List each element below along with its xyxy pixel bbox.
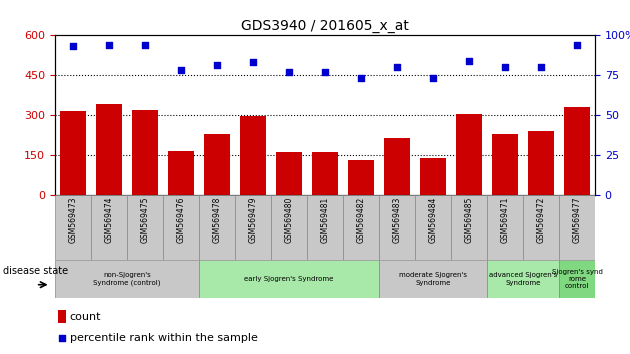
Text: GSM569471: GSM569471 — [500, 197, 510, 243]
Bar — [91, 195, 127, 260]
Bar — [379, 260, 487, 298]
Bar — [199, 195, 235, 260]
Point — [248, 59, 258, 65]
Bar — [348, 160, 374, 195]
Bar — [127, 195, 163, 260]
Point — [500, 64, 510, 70]
Bar — [307, 195, 343, 260]
Bar — [168, 151, 193, 195]
Bar — [235, 195, 271, 260]
Bar — [451, 195, 487, 260]
Bar — [132, 110, 158, 195]
Bar — [420, 158, 445, 195]
Point — [104, 42, 114, 47]
Bar — [241, 116, 266, 195]
Point — [464, 58, 474, 63]
Bar — [277, 152, 302, 195]
Point — [536, 64, 546, 70]
Bar — [199, 260, 379, 298]
Bar — [456, 114, 481, 195]
Point — [68, 44, 78, 49]
Text: GSM569481: GSM569481 — [321, 197, 329, 243]
Point — [284, 69, 294, 75]
Point — [212, 63, 222, 68]
Point — [176, 67, 186, 73]
Bar — [58, 310, 66, 323]
Text: Sjogren's synd
rome
control: Sjogren's synd rome control — [551, 269, 602, 289]
Text: GSM569476: GSM569476 — [176, 197, 185, 244]
Bar — [96, 104, 122, 195]
Text: early Sjogren's Syndrome: early Sjogren's Syndrome — [244, 276, 334, 282]
Point — [356, 75, 366, 81]
Bar — [55, 260, 199, 298]
Bar — [564, 107, 590, 195]
Text: GSM569482: GSM569482 — [357, 197, 365, 243]
Text: GSM569475: GSM569475 — [140, 197, 149, 244]
Bar — [529, 131, 554, 195]
Text: GSM569477: GSM569477 — [573, 197, 581, 244]
Text: advanced Sjogren's
Syndrome: advanced Sjogren's Syndrome — [489, 273, 557, 285]
Bar — [55, 195, 91, 260]
Text: disease state: disease state — [3, 267, 68, 276]
Bar — [271, 195, 307, 260]
Point — [320, 69, 330, 75]
Point — [572, 42, 582, 47]
Bar — [163, 195, 199, 260]
Bar — [384, 138, 410, 195]
Text: GSM569473: GSM569473 — [69, 197, 77, 244]
Bar — [204, 134, 229, 195]
Bar — [415, 195, 451, 260]
Point — [57, 335, 67, 341]
Text: count: count — [69, 312, 101, 321]
Bar — [559, 195, 595, 260]
Text: GSM569483: GSM569483 — [392, 197, 401, 243]
Text: non-Sjogren's
Syndrome (control): non-Sjogren's Syndrome (control) — [93, 272, 161, 286]
Text: GSM569484: GSM569484 — [428, 197, 437, 243]
Point — [392, 64, 402, 70]
Text: GSM569485: GSM569485 — [464, 197, 474, 243]
Bar — [312, 152, 338, 195]
Text: GSM569474: GSM569474 — [105, 197, 113, 244]
Text: GSM569479: GSM569479 — [248, 197, 258, 244]
Bar — [343, 195, 379, 260]
Text: GSM569472: GSM569472 — [537, 197, 546, 243]
Bar — [559, 260, 595, 298]
Title: GDS3940 / 201605_x_at: GDS3940 / 201605_x_at — [241, 19, 409, 33]
Text: percentile rank within the sample: percentile rank within the sample — [69, 333, 258, 343]
Text: moderate Sjogren's
Syndrome: moderate Sjogren's Syndrome — [399, 273, 467, 285]
Bar — [487, 195, 523, 260]
Bar — [523, 195, 559, 260]
Text: GSM569478: GSM569478 — [212, 197, 222, 243]
Point — [428, 75, 438, 81]
Bar — [487, 260, 559, 298]
Point — [140, 42, 150, 47]
Bar — [60, 111, 86, 195]
Bar — [493, 134, 518, 195]
Text: GSM569480: GSM569480 — [285, 197, 294, 243]
Bar — [379, 195, 415, 260]
